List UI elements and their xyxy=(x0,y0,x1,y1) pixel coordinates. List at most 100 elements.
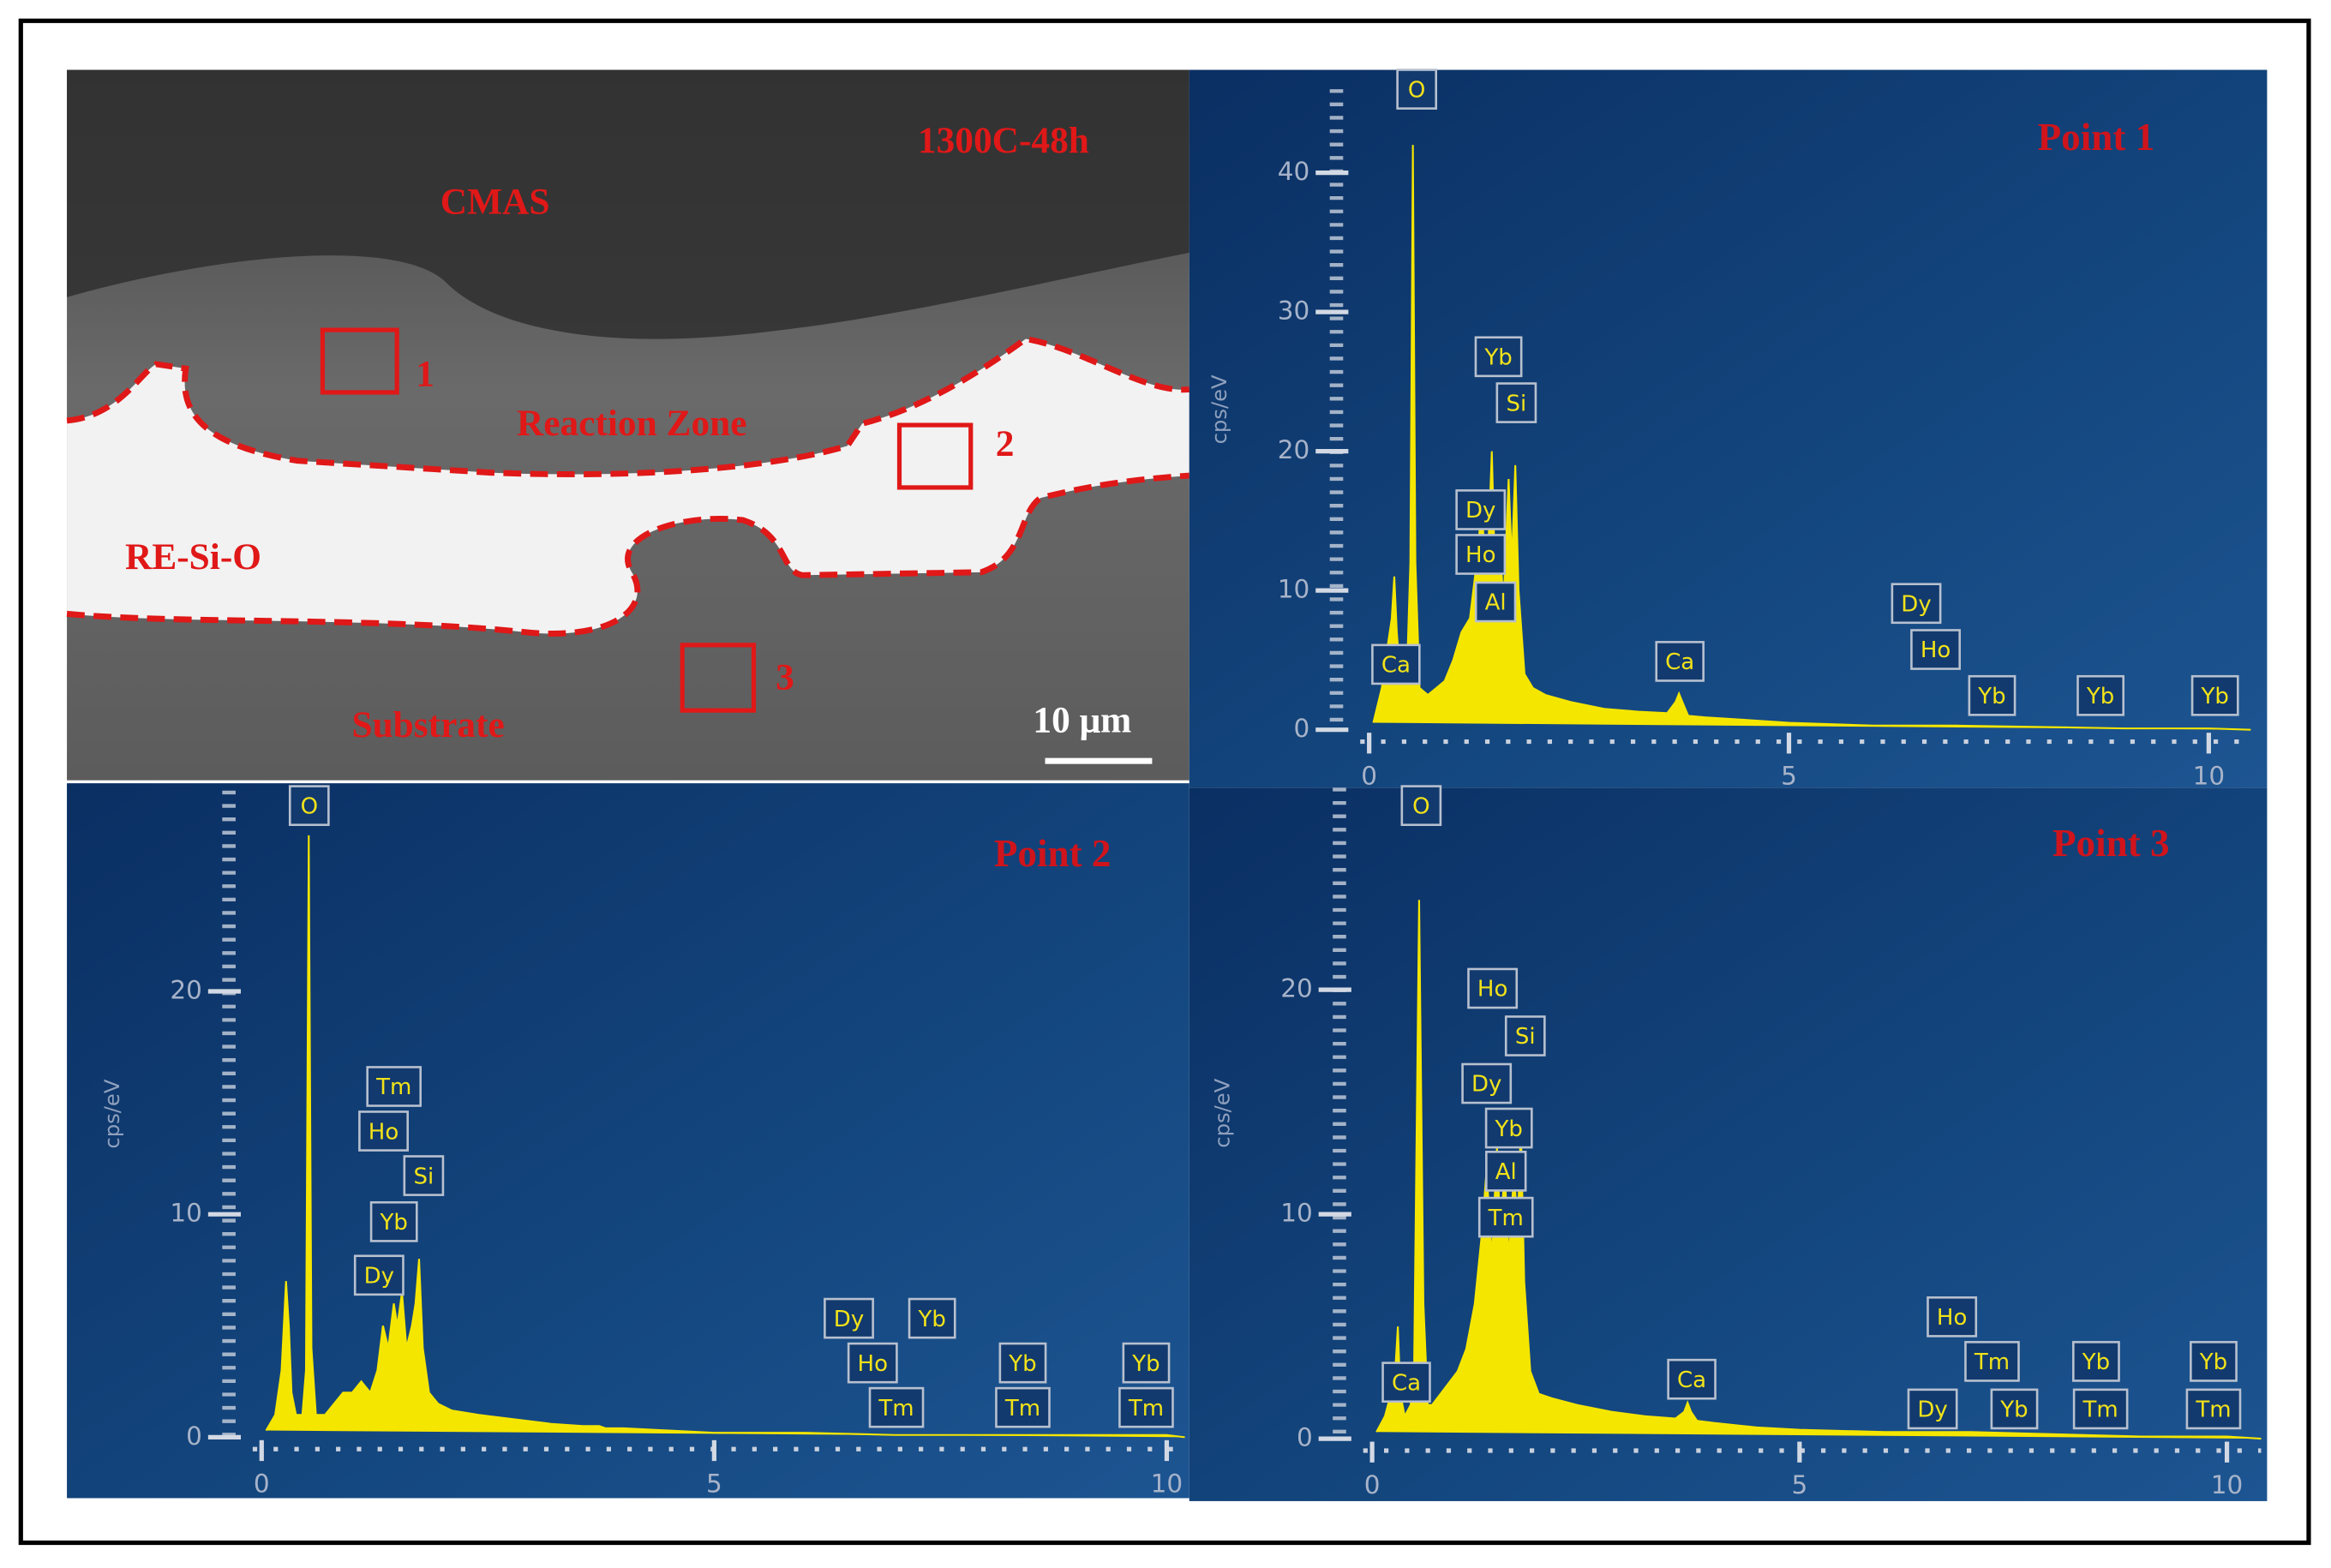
scale-bar-label: 10 μm xyxy=(1033,700,1131,741)
peak-label: Yb xyxy=(1008,1351,1036,1377)
boundary-lower xyxy=(66,472,1189,637)
peak-label: Si xyxy=(414,1164,434,1189)
peak-label-box xyxy=(1990,1388,2039,1430)
peak-label-box xyxy=(1381,1362,1431,1403)
y-tick-label: 10 xyxy=(170,1199,202,1228)
x-tick-label: 10 xyxy=(2211,1470,2244,1499)
peak-label: Yb xyxy=(1483,345,1512,371)
peak-label-box xyxy=(1122,1342,1171,1384)
y-tick-label: 20 xyxy=(1280,974,1313,1003)
peak-label-box xyxy=(1484,1107,1533,1149)
peak-label-box xyxy=(1910,629,1962,670)
spectrum-chart: 0 10 20 0 5 10 cps/eV Point 3 O Ho Si Dy Yb Al Tm Ca Ca H… xyxy=(1189,785,2268,1501)
peak-label-box xyxy=(1467,967,1519,1009)
peak-label-box xyxy=(2072,1341,2120,1382)
region-label: RE-Si-O xyxy=(125,536,261,578)
peak-label-box xyxy=(995,1386,1051,1428)
peak-label: Yb xyxy=(379,1210,407,1236)
peak-label: Dy xyxy=(1917,1397,1947,1423)
region-label: Substrate xyxy=(351,704,504,745)
y-tick-label: 0 xyxy=(1294,714,1310,743)
peak-label-box xyxy=(908,1297,956,1339)
point-label: 3 xyxy=(776,656,794,697)
peak-label: Yb xyxy=(2086,684,2114,709)
peak-label: Ca xyxy=(1392,1370,1421,1396)
peak-label-box xyxy=(1371,643,1421,685)
peak-label-box xyxy=(1667,1358,1717,1400)
peak-label: Tm xyxy=(1004,1396,1040,1421)
point-label: 2 xyxy=(996,423,1015,464)
peak-label: Ca xyxy=(1381,653,1411,679)
peak-label-box xyxy=(1968,674,2016,716)
peak-label-box xyxy=(1927,1296,1978,1338)
peak-label: Yb xyxy=(917,1307,945,1332)
peak-label-box xyxy=(1655,641,1705,682)
chart-title: Point 1 xyxy=(2038,116,2155,159)
y-tick-label: 40 xyxy=(1278,157,1310,186)
peak-label-box xyxy=(1477,1196,1534,1238)
y-tick-label: 10 xyxy=(1280,1199,1313,1228)
peak-label: Ca xyxy=(1677,1368,1706,1393)
cmas-region xyxy=(67,69,1189,339)
x-tick-label: 10 xyxy=(2193,762,2226,791)
peak-label-box xyxy=(847,1342,898,1384)
peak-label-box xyxy=(1474,581,1517,623)
y-tick-label: 30 xyxy=(1278,296,1310,326)
region-label: CMAS xyxy=(440,181,550,222)
peak-label: Si xyxy=(1507,391,1527,416)
y-tick-label: 0 xyxy=(1297,1423,1313,1452)
peak-label-box xyxy=(353,1254,404,1296)
peak-label-box xyxy=(1118,1386,1174,1428)
peak-label: Dy xyxy=(1901,591,1931,617)
peak-label-box xyxy=(2190,1341,2238,1382)
x-tick-label: 0 xyxy=(254,1469,270,1498)
peak-label-box xyxy=(1964,1341,2020,1382)
peak-label: Tm xyxy=(878,1396,914,1421)
peak-label-box xyxy=(1400,785,1442,827)
x-tick-label: 5 xyxy=(1791,1470,1807,1499)
peak-label: O xyxy=(1412,793,1429,819)
y-axis-label: cps/eV xyxy=(1207,374,1231,444)
peak-label: Tm xyxy=(1128,1396,1164,1421)
peak-label-box xyxy=(2185,1388,2242,1430)
spectrum-chart: 0 10 20 0 5 10 cps/eV Point 2 O Tm Ho Si Yb Dy Dy Yb Ho T… xyxy=(67,783,1189,1499)
y-tick-label: 20 xyxy=(170,975,202,1004)
peak-label: Yb xyxy=(1495,1116,1523,1142)
peak-label-box xyxy=(366,1066,422,1107)
peak-label: Yb xyxy=(2200,684,2228,709)
micrograph: 1300C-48h CMAS Reaction Zone RE-Si-O Sub… xyxy=(66,69,1190,781)
peak-label-box xyxy=(369,1200,418,1242)
peak-label: Ho xyxy=(1921,637,1950,663)
peak-label-box xyxy=(1485,1151,1527,1192)
peak-label-box xyxy=(1455,489,1507,530)
point-label: 1 xyxy=(416,354,434,395)
re-si-o-region xyxy=(67,338,1189,634)
peak-label-box xyxy=(358,1110,409,1152)
point-box xyxy=(896,422,974,490)
peak-label-box xyxy=(1396,69,1438,110)
peak-label-box xyxy=(1461,1062,1513,1104)
condition: 1300C-48h xyxy=(918,120,1089,161)
region-label: Reaction Zone xyxy=(517,403,747,444)
peak-label: Ho xyxy=(369,1119,398,1145)
peak-label-box xyxy=(1504,1015,1546,1056)
peak-label: Yb xyxy=(2199,1350,2227,1375)
y-axis-label: cps/eV xyxy=(1210,1078,1235,1147)
peak-label-box xyxy=(998,1342,1047,1384)
peak-label: Ho xyxy=(858,1351,888,1377)
peak-label: Dy xyxy=(1471,1072,1501,1098)
point-box xyxy=(680,643,757,713)
peak-label: Yb xyxy=(1999,1397,2028,1423)
peak-label-box xyxy=(1891,583,1942,625)
x-tick-label: 10 xyxy=(1151,1469,1183,1498)
peak-label: Dy xyxy=(364,1264,394,1290)
peak-label: Tm xyxy=(1488,1206,1524,1231)
peak-label: Ho xyxy=(1465,542,1495,568)
peak-label: Tm xyxy=(375,1074,411,1100)
y-tick-label: 0 xyxy=(186,1421,202,1451)
chart-background xyxy=(1189,787,2268,1501)
x-tick-label: 0 xyxy=(1364,1470,1381,1499)
peak-label-box xyxy=(1455,534,1507,575)
